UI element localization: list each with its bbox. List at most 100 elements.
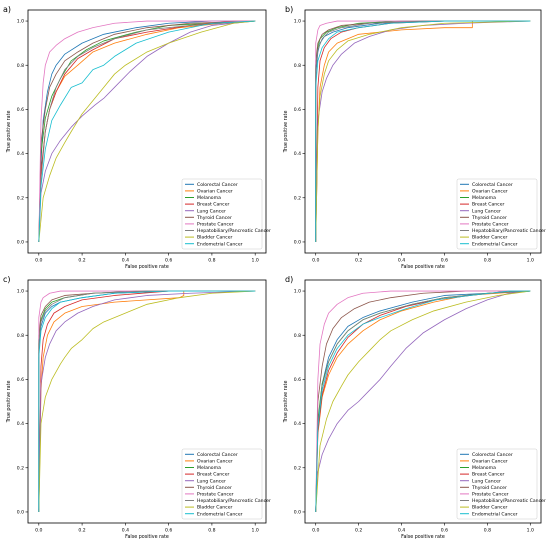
legend-entry: Endometrial Cancer — [197, 511, 243, 517]
panel-label: d) — [285, 275, 293, 284]
legend-box — [181, 448, 263, 520]
legend-entry: Thyroid Cancer — [471, 485, 507, 491]
x-tick-label: 0.8 — [208, 528, 215, 534]
x-tick-label: 1.0 — [527, 258, 534, 264]
legend-entry: Hepatobiliary/Pancreatic Cancer — [472, 498, 546, 504]
roc-curve-9 — [315, 20, 531, 242]
legend-entry: Lung Cancer — [472, 208, 501, 214]
legend-entry: Bladder Cancer — [197, 235, 233, 241]
panel-4: d) 0.0 0.2 0.4 0.6 0.8 1.0 0.0 0.2 0.4 0.6 0.8 1.0 Fa… — [283, 275, 546, 540]
roc-curve-10 — [38, 20, 256, 242]
legend-entry: Ovarian Cancer — [197, 459, 233, 465]
panel-label: c) — [3, 275, 11, 284]
roc-curve-6 — [38, 20, 256, 242]
x-tick-label: 0.2 — [355, 528, 362, 534]
legend-entry: Bladder Cancer — [472, 235, 508, 241]
roc-curves — [315, 20, 531, 242]
panel-1: a) 0.0 0.2 0.4 0.6 0.8 1.0 0.0 0.2 0.4 0.6 0.8 1.0 Fa… — [3, 5, 271, 270]
legend-entry: Endometrial Cancer — [472, 511, 518, 517]
legend-entry: Prostate Cancer — [197, 222, 234, 228]
x-tick-label: 0.6 — [441, 528, 448, 534]
y-axis-label: True positive rate — [283, 111, 289, 154]
x-tick-label: 0.8 — [484, 258, 491, 264]
x-tick-label: 0.0 — [312, 258, 319, 264]
panel-3: c) 0.0 0.2 0.4 0.6 0.8 1.0 0.0 0.2 0.4 0.6 0.8 1.0 Fa… — [3, 275, 271, 540]
legend-entry: Melanoma — [472, 465, 496, 471]
x-tick-label: 0.6 — [165, 258, 172, 264]
x-tick-label: 1.0 — [252, 528, 259, 534]
y-tick-label: 0.8 — [17, 63, 24, 69]
x-axis-label: False positive rate — [125, 534, 169, 540]
roc-curve-9 — [38, 20, 256, 242]
legend-entry: Melanoma — [197, 195, 221, 201]
x-tick-label: 0.6 — [441, 258, 448, 264]
roc-curves — [315, 290, 531, 512]
legend-entry: Colorectal Cancer — [472, 182, 513, 188]
legend-entry: Endometrial Cancer — [197, 241, 243, 247]
legend-entry: Hepatobiliary/Pancreatic Cancer — [197, 228, 271, 234]
legend-entry: Breast Cancer — [197, 472, 230, 478]
roc-curve-9 — [38, 290, 256, 512]
x-tick-label: 0.4 — [398, 258, 405, 264]
legend-entry: Colorectal Cancer — [197, 182, 238, 188]
roc-curves — [38, 20, 256, 242]
y-tick-label: 0.0 — [17, 510, 24, 516]
legend-entry: Bladder Cancer — [472, 505, 508, 511]
roc-curve-7 — [38, 290, 256, 512]
roc-curve-5 — [315, 290, 531, 512]
y-tick-label: 0.0 — [17, 240, 24, 246]
legend-box — [456, 448, 538, 520]
y-tick-label: 0.6 — [17, 377, 24, 383]
roc-curve-4 — [38, 290, 256, 512]
roc-curve-7 — [315, 290, 531, 512]
legend-entry: Hepatobiliary/Pancreatic Cancer — [197, 498, 271, 504]
x-tick-label: 0.6 — [165, 528, 172, 534]
panel-label: b) — [285, 5, 293, 14]
x-tick-label: 0.4 — [122, 528, 129, 534]
y-tick-label: 1.0 — [294, 289, 301, 295]
x-tick-label: 1.0 — [527, 528, 534, 534]
legend-entry: Ovarian Cancer — [472, 459, 508, 465]
y-tick-label: 1.0 — [17, 19, 24, 25]
roc-curve-7 — [38, 20, 256, 242]
legend-entry: Melanoma — [472, 195, 496, 201]
legend-entry: Lung Cancer — [472, 478, 501, 484]
y-tick-label: 0.8 — [294, 333, 301, 339]
y-axis-label: True positive rate — [6, 381, 12, 424]
legend-entry: Colorectal Cancer — [472, 452, 513, 458]
roc-curve-8 — [315, 290, 531, 512]
y-tick-label: 0.8 — [17, 333, 24, 339]
roc-curve-10 — [38, 290, 256, 512]
roc-curve-1 — [38, 20, 256, 242]
legend-entry: Breast Cancer — [197, 202, 230, 208]
y-tick-label: 0.2 — [17, 195, 24, 201]
legend-entry: Ovarian Cancer — [197, 189, 233, 195]
legend-entry: Lung Cancer — [197, 208, 226, 214]
roc-curve-8 — [38, 290, 256, 512]
y-axis-label: True positive rate — [6, 111, 12, 154]
legend-entry: Thyroid Cancer — [196, 215, 232, 221]
legend-entry: Melanoma — [197, 465, 221, 471]
y-tick-label: 0.2 — [17, 465, 24, 471]
y-tick-label: 0.0 — [294, 510, 301, 516]
y-tick-label: 0.4 — [17, 151, 24, 157]
x-tick-label: 0.2 — [355, 258, 362, 264]
roc-curve-5 — [38, 290, 256, 512]
legend-entry: Colorectal Cancer — [197, 452, 238, 458]
legend-entry: Breast Cancer — [472, 472, 505, 478]
roc-curve-2 — [315, 20, 531, 242]
legend-entry: Endometrial Cancer — [472, 241, 518, 247]
roc-curve-2 — [38, 290, 256, 512]
panel-2: b) 0.0 0.2 0.4 0.6 0.8 1.0 0.0 0.2 0.4 0.6 0.8 1.0 Fa… — [283, 5, 546, 270]
x-tick-label: 0.4 — [398, 528, 405, 534]
legend-box — [456, 178, 538, 250]
x-tick-label: 0.2 — [78, 528, 85, 534]
x-tick-label: 1.0 — [252, 258, 259, 264]
roc-curve-10 — [315, 20, 531, 242]
legend-entry: Breast Cancer — [472, 202, 505, 208]
roc-curve-7 — [315, 20, 531, 242]
y-tick-label: 0.0 — [294, 240, 301, 246]
legend-entry: Prostate Cancer — [472, 222, 509, 228]
